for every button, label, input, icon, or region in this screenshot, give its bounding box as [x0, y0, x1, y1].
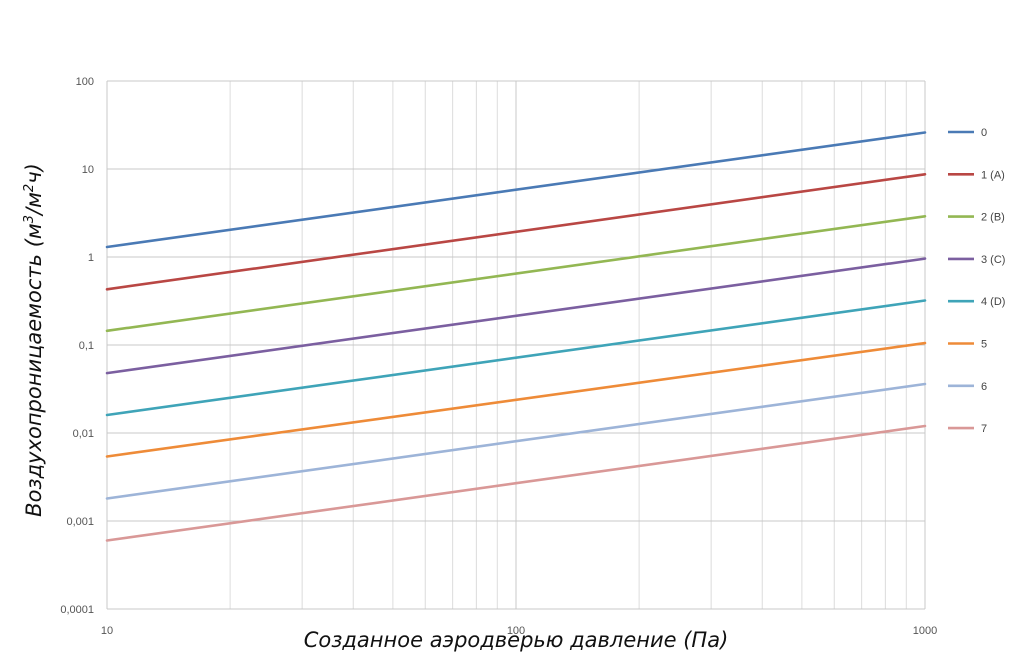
- legend-label: 7: [981, 423, 987, 435]
- legend-item: 2 (B): [948, 212, 1005, 224]
- series-line-0: [105, 131, 927, 249]
- legend-label: 5: [981, 339, 987, 351]
- x-axis-label: Созданное аэродверью давление (Па): [304, 628, 729, 652]
- series-line-4-D: [105, 299, 927, 417]
- legend-item: 1 (A): [948, 169, 1005, 181]
- y-axis-label-part-1: Воздухопроницаемость (м: [22, 223, 46, 517]
- legend-item: 6: [948, 381, 987, 393]
- legend-label: 3 (C): [981, 254, 1005, 266]
- y-axis-label-superscript-1: 3: [22, 215, 37, 223]
- series-line-6: [105, 382, 927, 500]
- series-line-2-B: [105, 215, 927, 333]
- series-line-1-A: [105, 173, 927, 291]
- x-axis-ticks: 10 100 1000: [101, 625, 937, 637]
- legend-item: 7: [948, 423, 987, 435]
- series-line-7: [105, 424, 927, 542]
- legend-item: 3 (C): [948, 254, 1005, 266]
- legend: 0 1 (A) 2 (B) 3 (C) 4 (D) 5 6 7: [948, 127, 1005, 435]
- series-lines: [105, 131, 927, 542]
- x-tick-label: 100: [507, 625, 525, 637]
- y-axis-label: Воздухопроницаемость (м3/м2ч): [22, 163, 46, 517]
- x-tick-label: 1000: [913, 625, 937, 637]
- legend-item: 0: [948, 127, 987, 139]
- legend-label: 2 (B): [981, 212, 1005, 224]
- y-axis-label-part-2: /м: [22, 192, 46, 217]
- grid: [106, 80, 926, 610]
- legend-label: 4 (D): [981, 296, 1005, 308]
- y-tick-label: 10: [82, 164, 94, 176]
- y-axis-ticks: 100 10 1 0,1 0,01 0,001 0,0001: [60, 76, 94, 616]
- y-tick-label: 1: [88, 252, 94, 264]
- y-tick-label: 0,0001: [60, 604, 94, 616]
- y-tick-label: 0,001: [66, 516, 94, 528]
- y-tick-label: 0,01: [73, 428, 94, 440]
- x-tick-label: 10: [101, 625, 113, 637]
- y-axis-label-part-3: ч): [22, 163, 46, 184]
- y-tick-label: 0,1: [79, 340, 94, 352]
- legend-item: 4 (D): [948, 296, 1005, 308]
- series-line-5: [105, 341, 927, 458]
- legend-label: 0: [981, 127, 987, 139]
- series-line-3-C: [105, 257, 927, 375]
- y-tick-label: 100: [76, 76, 94, 88]
- y-axis-label-superscript-2: 2: [22, 184, 37, 192]
- legend-label: 1 (A): [981, 169, 1005, 181]
- legend-item: 5: [948, 339, 987, 351]
- legend-label: 6: [981, 381, 987, 393]
